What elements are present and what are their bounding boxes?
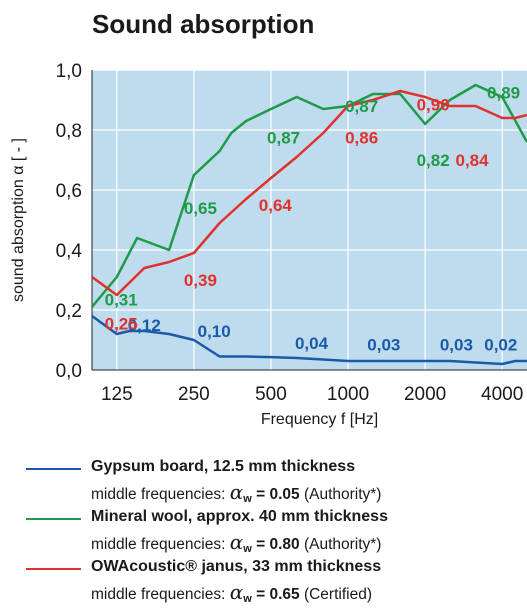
legend-sub-owacoustic: middle frequencies: αw = 0.65 (Certified… (91, 580, 372, 605)
legend-entry-mineral-wool: Mineral wool, approx. 40 mm thickness mi… (0, 508, 527, 558)
data-label-gypsum: 0,03 (440, 336, 473, 355)
data-label-gypsum: 0,02 (484, 336, 517, 355)
y-tick-label: 0,0 (56, 361, 82, 382)
series-line-owacoustic (92, 89, 527, 297)
x-tick-label: 125 (101, 384, 133, 405)
x-axis-title: Frequency f [Hz] (261, 411, 378, 428)
legend-suffix-gypsum: (Authority*) (299, 486, 382, 503)
legend-value-gypsum: = 0.05 (251, 486, 300, 503)
legend: Gypsum board, 12.5 mm thickness middle f… (0, 458, 527, 608)
data-label-mineral-wool: 0,65 (184, 199, 217, 218)
subscript-w: w (243, 493, 252, 505)
legend-suffix-mineral-wool: (Authority*) (299, 536, 382, 553)
legend-sub-prefix: middle frequencies: (91, 586, 230, 603)
x-tick-label: 2000 (404, 384, 446, 405)
legend-name-owacoustic: OWAcoustic® janus, 33 mm thickness (91, 558, 382, 575)
x-tick-label: 250 (178, 384, 210, 405)
legend-entry-owacoustic: OWAcoustic® janus, 33 mm thickness middl… (0, 558, 527, 608)
alpha-symbol: α (229, 480, 244, 504)
legend-sub-prefix: middle frequencies: (91, 486, 230, 503)
data-label-owacoustic: 0,39 (184, 271, 217, 290)
subscript-w: w (243, 543, 252, 555)
data-label-mineral-wool: 0,31 (105, 291, 138, 310)
data-label-owacoustic: 0,90 (417, 96, 450, 115)
data-label-gypsum: 0,03 (367, 336, 400, 355)
x-tick-label: 500 (255, 384, 287, 405)
legend-line-owacoustic (26, 568, 81, 570)
plot-area (92, 70, 527, 370)
legend-suffix-owacoustic: (Certified) (299, 586, 372, 603)
y-tick-label: 1,0 (56, 61, 82, 82)
legend-entry-gypsum: Gypsum board, 12.5 mm thickness middle f… (0, 458, 527, 508)
data-label-gypsum: 0,04 (295, 334, 329, 353)
data-label-gypsum: 0,12 (128, 316, 161, 335)
y-tick-label: 0,4 (56, 241, 83, 262)
subscript-w: w (243, 593, 252, 605)
data-label-mineral-wool: 0,82 (417, 151, 450, 170)
data-label-owacoustic: 0,25 (105, 315, 138, 334)
alpha-symbol: α (229, 530, 244, 554)
legend-line-mineral-wool (26, 518, 81, 520)
x-tick-label: 4000 (481, 384, 523, 405)
y-axis-title: sound absorption α [ - ] (10, 138, 27, 302)
y-tick-label: 0,6 (56, 181, 82, 202)
data-label-mineral-wool: 0,87 (345, 97, 378, 116)
legend-value-owacoustic: = 0.65 (251, 586, 300, 603)
legend-name-mineral-wool: Mineral wool, approx. 40 mm thickness (91, 508, 388, 525)
legend-sub-mineral-wool: middle frequencies: αw = 0.80 (Authority… (91, 530, 381, 555)
alpha-symbol: α (229, 580, 244, 604)
y-tick-label: 0,2 (56, 301, 82, 322)
data-label-mineral-wool: 0,87 (267, 129, 300, 148)
data-label-owacoustic: 0,64 (259, 196, 293, 215)
chart-title: Sound absorption (92, 9, 314, 39)
data-label-owacoustic: 0,86 (345, 129, 378, 148)
series-line-gypsum (92, 314, 527, 366)
legend-name-gypsum: Gypsum board, 12.5 mm thickness (91, 458, 356, 475)
legend-value-mineral-wool: = 0.80 (251, 536, 300, 553)
y-tick-label: 0,8 (56, 121, 82, 142)
data-label-gypsum: 0,10 (198, 322, 231, 341)
series-line-mineral-wool (92, 83, 527, 308)
x-tick-label: 1000 (327, 384, 369, 405)
legend-sub-prefix: middle frequencies: (91, 536, 230, 553)
data-label-owacoustic: 0,84 (455, 151, 489, 170)
data-label-mineral-wool: 0,89 (487, 84, 520, 103)
legend-line-gypsum (26, 468, 81, 470)
sound-absorption-chart: Sound absorption 0,0 0,2 0,4 0,6 0,8 1,0 125 250… (10, 9, 527, 428)
legend-sub-gypsum: middle frequencies: αw = 0.05 (Authority… (91, 480, 381, 505)
